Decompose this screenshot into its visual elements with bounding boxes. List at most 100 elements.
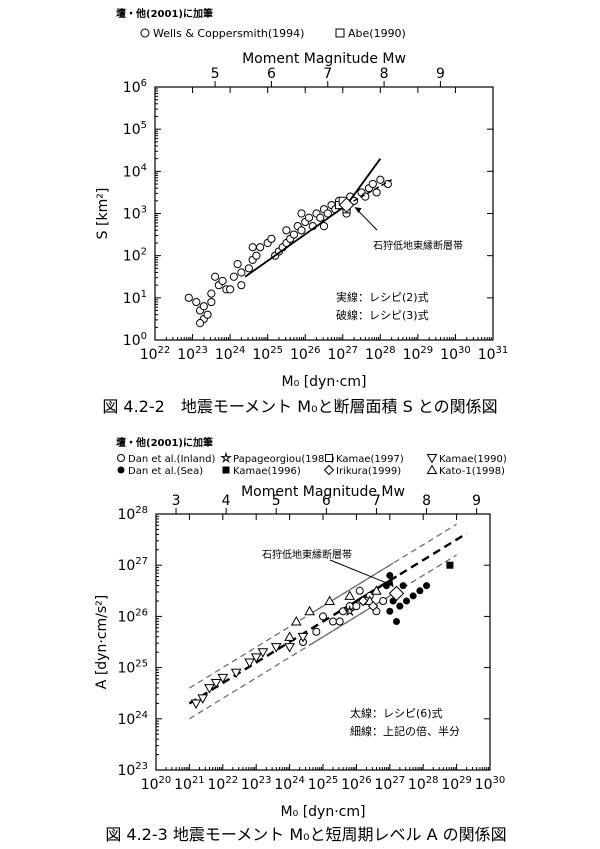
data-point-wells-coppersmith-1994 bbox=[237, 281, 246, 290]
legend-label-abe-1990: Abe(1990) bbox=[348, 27, 406, 40]
data-point-wells-coppersmith-1994 bbox=[233, 260, 242, 269]
tick-label: 1031 bbox=[478, 345, 509, 363]
data-point-wells-coppersmith-1994 bbox=[195, 319, 205, 328]
legend-marker-kamae-1990 bbox=[426, 454, 438, 464]
tick-label: 1023 bbox=[117, 761, 148, 779]
tick-label: 1028 bbox=[408, 775, 439, 793]
top-tick-label: 5 bbox=[272, 493, 281, 509]
tick-label: 1024 bbox=[117, 710, 148, 728]
data-point-wells-coppersmith-1994 bbox=[304, 213, 314, 222]
tick-label: 1024 bbox=[215, 345, 246, 363]
data-point-wells-coppersmith-1994 bbox=[210, 272, 220, 281]
tick-label: 1029 bbox=[403, 345, 434, 363]
tick-label: 106 bbox=[123, 78, 147, 96]
data-point-kato-1-1998 bbox=[371, 585, 382, 595]
tick-label: 1025 bbox=[308, 775, 339, 793]
data-point-kato-1-1998 bbox=[290, 616, 302, 626]
tick-label: 100 bbox=[123, 331, 147, 349]
legend-marker-abe-1990 bbox=[335, 28, 345, 38]
data-point-dan-et-al-sea bbox=[386, 607, 394, 615]
top-tick-label: 9 bbox=[436, 66, 445, 82]
tick-label: 1029 bbox=[441, 775, 472, 793]
legend-marker-kamae-1996 bbox=[222, 466, 230, 474]
top-tick-label: 8 bbox=[380, 66, 389, 82]
legend-marker-wells-coppersmith-1994 bbox=[140, 28, 150, 38]
figure1-note: 壇・他(2001)に加筆 bbox=[116, 7, 213, 20]
top-tick-label: 5 bbox=[211, 66, 220, 82]
data-point-dan-et-al-inland bbox=[355, 586, 364, 595]
line-legend-solid: 実線：レシピ(2)式 bbox=[336, 290, 429, 304]
data-point-kamae-1990 bbox=[197, 694, 209, 704]
data-point-wells-coppersmith-1994 bbox=[316, 213, 325, 222]
data-point-wells-coppersmith-1994 bbox=[237, 268, 246, 277]
top-tick-label: 3 bbox=[172, 493, 181, 509]
data-point-wells-coppersmith-1994 bbox=[252, 251, 261, 260]
x-axis-label: M₀ [dyn·cm] bbox=[282, 374, 367, 390]
data-point-kato-1-1998 bbox=[324, 595, 336, 606]
legend-label-kamae-1996: Kamae(1996) bbox=[233, 466, 301, 477]
annotation-arrowhead bbox=[387, 580, 394, 588]
data-point-kamae-1990 bbox=[270, 643, 282, 653]
target-marker bbox=[338, 197, 355, 213]
x-axis-label: M₀ [dyn·cm] bbox=[281, 804, 366, 820]
tick-label: 1025 bbox=[117, 659, 148, 677]
data-point-kamae-1990 bbox=[244, 658, 255, 668]
data-point-wells-coppersmith-1994 bbox=[184, 293, 193, 302]
data-point-kamae-1990 bbox=[190, 699, 202, 709]
tick-label: 1022 bbox=[208, 775, 239, 793]
top-axis-title: Moment Magnitude Mw bbox=[242, 51, 406, 67]
annotation-label: 石狩低地東縁断層帯 bbox=[262, 548, 352, 561]
tick-label: 1021 bbox=[174, 775, 205, 793]
data-point-wells-coppersmith-1994 bbox=[256, 243, 265, 252]
legend-marker-kamae-1997 bbox=[325, 454, 333, 462]
data-point-wells-coppersmith-1994 bbox=[297, 226, 306, 235]
data-point-papageorgiou-1988 bbox=[343, 604, 356, 617]
data-point-kamae-1990 bbox=[217, 673, 229, 684]
data-point-dan-et-al-sea bbox=[392, 618, 400, 626]
data-point-wells-coppersmith-1994 bbox=[207, 297, 216, 307]
y-axis-label: S [km²] bbox=[95, 188, 111, 240]
tick-label: 1028 bbox=[365, 345, 396, 363]
data-point-dan-et-al-sea bbox=[403, 597, 410, 605]
data-point-kamae-1996 bbox=[446, 561, 454, 569]
tick-label: 103 bbox=[123, 205, 147, 223]
tick-label: 1026 bbox=[117, 607, 148, 625]
top-axis-title: Moment Magnitude Mw bbox=[241, 484, 405, 500]
recipe-2-line bbox=[244, 204, 348, 278]
legend-label-dan-et-al-sea: Dan et al.(Sea) bbox=[128, 466, 203, 477]
tick-label: 102 bbox=[123, 247, 147, 265]
legend-label-irikura-1999: Irikura(1999) bbox=[336, 466, 401, 477]
tick-label: 1027 bbox=[375, 775, 406, 793]
tick-label: 105 bbox=[123, 120, 147, 138]
data-point-dan-et-al-sea bbox=[396, 602, 404, 610]
legend-label-papageorgiou-1988: Papageorgiou(1988) bbox=[233, 454, 335, 465]
tick-label: 1020 bbox=[141, 775, 172, 793]
data-point-irikura-1999 bbox=[357, 595, 369, 607]
data-point-wells-coppersmith-1994 bbox=[289, 230, 299, 239]
tick-label: 1024 bbox=[274, 775, 305, 793]
upper-band-solid bbox=[309, 562, 394, 615]
data-point-dan-et-al-inland bbox=[339, 607, 348, 616]
tick-label: 1026 bbox=[341, 775, 372, 793]
top-tick-label: 6 bbox=[267, 66, 276, 82]
figure2-caption: 図 4.2-3 地震モーメント M₀と短周期レベル A の関係図 bbox=[105, 825, 506, 844]
line-legend-thick: 太線：レシピ(6)式 bbox=[350, 706, 443, 720]
data-point-kamae-1990 bbox=[284, 643, 295, 653]
data-point-dan-et-al-inland bbox=[329, 617, 338, 626]
data-point-wells-coppersmith-1994 bbox=[372, 188, 381, 197]
data-point-kato-1-1998 bbox=[284, 631, 295, 641]
legend-marker-papageorgiou-1988 bbox=[219, 451, 233, 464]
data-point-dan-et-al-inland bbox=[335, 617, 344, 626]
data-point-wells-coppersmith-1994 bbox=[323, 209, 332, 218]
target-marker bbox=[388, 585, 405, 602]
data-point-dan-et-al-inland bbox=[312, 627, 321, 636]
data-point-wells-coppersmith-1994 bbox=[226, 285, 235, 294]
data-point-wells-coppersmith-1994 bbox=[229, 272, 238, 281]
data-point-dan-et-al-inland bbox=[319, 612, 327, 621]
figure2-note: 壇・他(2001)に加筆 bbox=[116, 436, 213, 449]
data-point-dan-et-al-sea bbox=[409, 592, 417, 600]
annotation-arrowhead bbox=[354, 207, 362, 214]
data-point-kamae-1990 bbox=[204, 684, 215, 694]
legend-label-dan-et-al-inland: Dan et al.(Inland) bbox=[128, 454, 215, 465]
top-tick-label: 9 bbox=[472, 493, 481, 509]
